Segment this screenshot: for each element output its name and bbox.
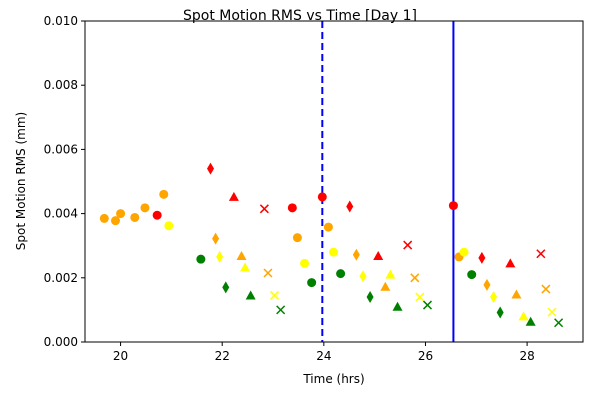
yellow-triangle-point bbox=[240, 262, 251, 272]
red-x-point bbox=[259, 204, 269, 214]
yellow-diamond-point bbox=[359, 270, 367, 283]
orange-circle-point bbox=[323, 222, 333, 232]
y-axis-ticks: 0.000 0.002 0.004 0.006 0.008 0.010 bbox=[44, 14, 85, 349]
x-tick-label: 24 bbox=[316, 349, 331, 363]
x-axis-ticks: 20 22 24 26 28 bbox=[113, 342, 535, 363]
orange-diamond-point bbox=[352, 248, 360, 261]
red-x-point bbox=[536, 249, 546, 259]
red-circle-point bbox=[287, 203, 297, 213]
green-diamond-point bbox=[222, 281, 230, 294]
red-triangle-point bbox=[505, 258, 516, 268]
green-x-point bbox=[422, 300, 433, 310]
red-circle-point bbox=[317, 192, 327, 202]
x-tick-label: 22 bbox=[215, 349, 230, 363]
chart-title: Spot Motion RMS vs Time [Day 1] bbox=[183, 8, 417, 24]
red-diamond-point bbox=[346, 200, 354, 213]
orange-triangle-point bbox=[380, 281, 391, 291]
orange-circle-point bbox=[116, 209, 126, 219]
red-diamond-point bbox=[207, 162, 215, 175]
yellow-circle-point bbox=[459, 247, 469, 257]
plot-frame bbox=[84, 20, 584, 343]
x-tick-label: 26 bbox=[418, 349, 433, 363]
red-triangle-point bbox=[373, 250, 384, 260]
y-tick-label: 0.010 bbox=[44, 14, 78, 28]
green-triangle-point bbox=[245, 290, 256, 300]
yellow-circle-point bbox=[164, 221, 174, 231]
orange-x-point bbox=[410, 273, 420, 283]
yellow-x-point bbox=[547, 307, 557, 317]
yellow-circle-point bbox=[300, 258, 310, 268]
green-circle-point bbox=[336, 269, 346, 279]
green-x-point bbox=[276, 305, 286, 315]
x-tick-label: 28 bbox=[519, 349, 534, 363]
green-triangle-point bbox=[525, 316, 536, 326]
red-triangle-point bbox=[228, 191, 239, 201]
red-circle-point bbox=[448, 201, 458, 211]
orange-circle-point bbox=[140, 203, 150, 213]
y-axis-label: Spot Motion RMS (mm) bbox=[14, 112, 28, 250]
orange-circle-point bbox=[110, 216, 120, 226]
green-diamond-point bbox=[496, 306, 504, 319]
orange-diamond-point bbox=[483, 278, 491, 291]
red-diamond-point bbox=[478, 251, 486, 264]
y-tick-label: 0.004 bbox=[44, 207, 78, 221]
yellow-circle-point bbox=[328, 247, 338, 257]
green-circle-point bbox=[196, 254, 206, 264]
orange-circle-point bbox=[130, 212, 140, 222]
y-tick-label: 0.002 bbox=[44, 271, 78, 285]
orange-diamond-point bbox=[212, 232, 220, 245]
green-x-point bbox=[554, 318, 564, 328]
orange-triangle-point bbox=[511, 289, 522, 299]
y-tick-label: 0.008 bbox=[44, 78, 78, 92]
orange-x-point bbox=[263, 268, 273, 278]
yellow-diamond-point bbox=[490, 291, 498, 304]
red-x-point bbox=[403, 240, 413, 250]
orange-circle-point bbox=[292, 233, 302, 243]
y-tick-label: 0.006 bbox=[44, 142, 78, 156]
red-circle-point bbox=[152, 210, 162, 220]
y-tick-label: 0.000 bbox=[44, 335, 78, 349]
vertical-lines bbox=[321, 21, 455, 342]
yellow-diamond-point bbox=[216, 250, 224, 263]
orange-circle-point bbox=[99, 213, 109, 223]
green-circle-point bbox=[307, 278, 317, 288]
orange-x-point bbox=[541, 284, 551, 294]
yellow-x-point bbox=[270, 290, 280, 300]
orange-circle-point bbox=[159, 189, 169, 199]
green-triangle-point bbox=[392, 301, 403, 311]
orange-triangle-point bbox=[236, 250, 247, 260]
yellow-triangle-point bbox=[385, 269, 396, 279]
x-axis-label: Time (hrs) bbox=[302, 372, 364, 386]
green-diamond-point bbox=[366, 291, 374, 304]
yellow-x-point bbox=[415, 292, 425, 302]
green-circle-point bbox=[467, 270, 477, 280]
x-tick-label: 20 bbox=[113, 349, 128, 363]
yellow-triangle-point bbox=[518, 311, 529, 321]
data-points bbox=[99, 162, 564, 328]
